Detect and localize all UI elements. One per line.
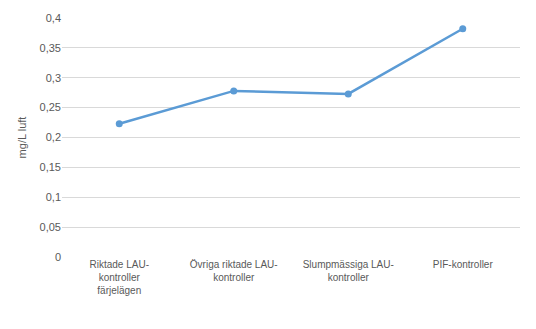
svg-text:0,3: 0,3 xyxy=(46,72,61,84)
svg-text:0,25: 0,25 xyxy=(40,101,61,113)
svg-text:Övriga riktade LAU-kontroller: Övriga riktade LAU-kontroller xyxy=(190,259,278,283)
svg-text:0,15: 0,15 xyxy=(40,161,61,173)
svg-text:0,4: 0,4 xyxy=(46,12,61,24)
svg-text:0,05: 0,05 xyxy=(40,221,61,233)
svg-text:0,35: 0,35 xyxy=(40,42,61,54)
svg-text:0: 0 xyxy=(55,251,61,263)
svg-text:PIF-kontroller: PIF-kontroller xyxy=(433,259,494,270)
svg-text:Slumpmässiga LAU-kontroller: Slumpmässiga LAU-kontroller xyxy=(303,259,394,283)
svg-text:0,1: 0,1 xyxy=(46,191,61,203)
svg-text:0,2: 0,2 xyxy=(46,131,61,143)
svg-text:mg/L luft: mg/L luft xyxy=(16,117,28,159)
svg-text:Riktade LAU-kontrollerfärjeläg: Riktade LAU-kontrollerfärjelägen xyxy=(90,259,149,296)
